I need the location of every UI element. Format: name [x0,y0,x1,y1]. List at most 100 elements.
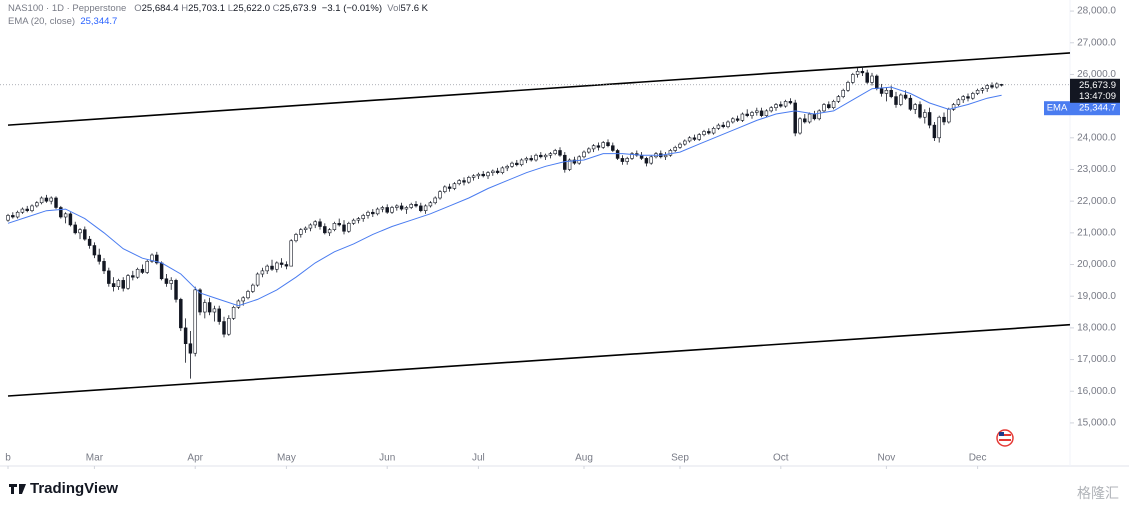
candle-body [942,116,946,123]
y-tick-label: 19,000.0 [1077,291,1116,302]
candle-body [347,223,351,232]
x-tick-label: Oct [773,453,789,464]
candle-body [769,107,773,112]
candle-body [332,223,337,230]
candle-body [11,215,15,218]
candle-body [126,275,130,289]
candle-body [73,224,77,234]
candle-body [428,202,433,207]
candle-body [975,89,980,94]
candle-body [572,159,577,164]
candle-body [275,262,279,270]
candle-body [630,153,634,159]
candle-body [846,82,850,91]
x-tick-label: Apr [187,453,203,464]
candle-body [471,175,476,178]
candle-body [932,124,937,139]
candle-body [903,94,908,99]
candle-body [323,226,327,234]
candle-body [303,227,308,230]
candle-body [337,223,341,226]
ohlc-label: O [134,3,142,14]
candle-body [438,191,442,199]
candle-body [443,186,447,192]
candle-body [169,280,173,284]
candle-body [966,96,970,99]
candle-body [711,128,716,134]
candle-body [851,74,855,83]
candle-body [265,265,269,272]
ohlc-label: C [272,3,280,14]
last-price-label: 25,673.9 [1079,80,1116,91]
candle-body [131,275,135,278]
candle-body [951,104,956,110]
candle-body [884,89,889,94]
candle-body [918,104,922,118]
candle-body [567,159,572,170]
candle-body [63,213,68,218]
candle-body [150,254,154,262]
symbol: NAS100 · 1D · Pepperstone [8,3,127,14]
candle-body [467,177,471,183]
candle-body [419,205,423,211]
candle-body [97,254,101,262]
candle-body [740,113,745,121]
candle-body [644,158,649,164]
candle-body [558,150,562,156]
candle-body [318,221,322,227]
candle-body [707,131,711,134]
candle-body [591,145,596,150]
ema-value-label: 25,344.7 [1079,103,1116,114]
candle-body [980,88,985,91]
candle-body [260,270,265,275]
candle-body [817,110,821,120]
candle-body [83,229,87,240]
candle-body [524,158,529,161]
y-tick-label: 17,000.0 [1077,354,1116,365]
y-tick-label: 20,000.0 [1077,259,1116,270]
candle-body [203,302,207,313]
candle-body [20,208,25,213]
x-tick-label: Dec [969,453,987,464]
ohlc-value: 25,703.1 [188,3,226,14]
candle-body [529,158,533,161]
candle-body [433,197,437,204]
candle-body [423,205,428,211]
flag-icon [996,429,1014,447]
candle-body [390,207,394,213]
ohlc-value: 25,684.4 [141,3,179,14]
candle-body [807,113,812,123]
candle-body [582,151,586,158]
candle-body [668,150,673,156]
candle-body [299,229,303,235]
candle-body [625,158,629,162]
candle-body [745,113,749,116]
candle-body [279,262,284,265]
y-tick-label: 24,000.0 [1077,132,1116,143]
candle-body [908,97,913,110]
candle-body [985,85,989,90]
ema-value-tag [1070,101,1120,116]
candle-body [236,300,241,308]
candle-body [294,234,298,242]
candle-body [495,170,500,173]
candle-body [870,75,874,83]
indicator-value: 25,344.7 [80,16,118,27]
candle-body [231,306,236,319]
x-tick-label: Aug [575,453,593,464]
legend-header: NAS100 · 1D · Pepperstone O25,684.4 H25,… [8,2,428,28]
plot-area [0,52,1070,397]
candle-body [217,308,221,322]
candle-body [721,124,725,128]
candle-body [990,85,994,88]
indicator-label: EMA (20, close) [8,16,76,27]
ohlc: O25,684.4 H25,703.1 L25,622.0 C25,673.9 [134,3,319,14]
candle-body [246,291,250,299]
ohlc-label: H [181,3,189,14]
candle-body [107,270,111,284]
candle-body [212,308,217,313]
candle-body [865,72,869,83]
candle-body [116,280,121,287]
candle-body [836,96,841,102]
